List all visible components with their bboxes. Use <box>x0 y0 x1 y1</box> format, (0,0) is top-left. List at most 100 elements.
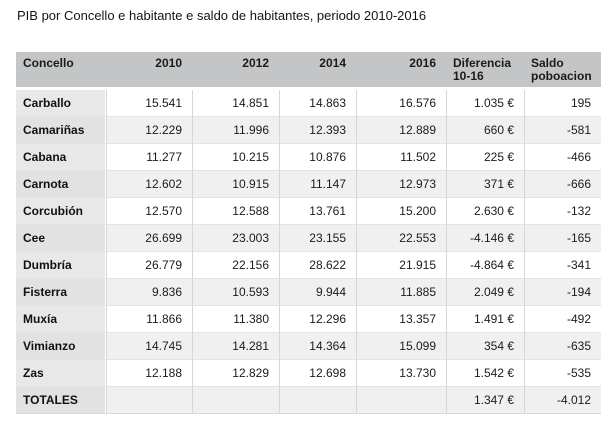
cell-2016: 22.553 <box>356 225 446 252</box>
table-row: Cee 26.699 23.003 23.155 22.553 -4.146 €… <box>16 225 601 252</box>
cell-2016: 12.889 <box>356 117 446 144</box>
column-header-2016: 2016 <box>356 52 446 90</box>
cell-2010: 12.570 <box>106 198 192 225</box>
cell-2012: 14.281 <box>192 333 279 360</box>
cell-saldo: -194 <box>524 279 601 306</box>
table-header: Concello 2010 2012 2014 2016 Diferencia … <box>16 52 601 90</box>
cell-concello: Corcubión <box>16 198 106 225</box>
cell-saldo: -466 <box>524 144 601 171</box>
column-header-diferencia: Diferencia 10-16 <box>446 52 524 90</box>
cell-2016 <box>356 387 446 414</box>
cell-2010: 26.699 <box>106 225 192 252</box>
cell-saldo: 195 <box>524 90 601 117</box>
cell-saldo: -535 <box>524 360 601 387</box>
cell-2012: 11.996 <box>192 117 279 144</box>
cell-2012 <box>192 387 279 414</box>
cell-concello: Dumbría <box>16 252 106 279</box>
cell-2014: 13.761 <box>279 198 356 225</box>
table-row: Corcubión 12.570 12.588 13.761 15.200 2.… <box>16 198 601 225</box>
cell-diferencia: 1.347 € <box>446 387 524 414</box>
cell-concello: Vimianzo <box>16 333 106 360</box>
cell-diferencia: 225 € <box>446 144 524 171</box>
column-header-2012: 2012 <box>192 52 279 90</box>
cell-2012: 23.003 <box>192 225 279 252</box>
table-body: Carballo 15.541 14.851 14.863 16.576 1.0… <box>16 90 601 414</box>
cell-2014: 11.147 <box>279 171 356 198</box>
cell-2016: 11.885 <box>356 279 446 306</box>
cell-2010: 12.229 <box>106 117 192 144</box>
cell-2012: 22.156 <box>192 252 279 279</box>
cell-2014: 10.876 <box>279 144 356 171</box>
table-row: Vimianzo 14.745 14.281 14.364 15.099 354… <box>16 333 601 360</box>
cell-saldo: -581 <box>524 117 601 144</box>
header-row: Concello 2010 2012 2014 2016 Diferencia … <box>16 52 601 90</box>
cell-2010: 15.541 <box>106 90 192 117</box>
cell-2014: 23.155 <box>279 225 356 252</box>
table-row: Carnota 12.602 10.915 11.147 12.973 371 … <box>16 171 601 198</box>
cell-2016: 15.099 <box>356 333 446 360</box>
cell-2012: 11.380 <box>192 306 279 333</box>
cell-diferencia: -4.146 € <box>446 225 524 252</box>
cell-2010: 12.602 <box>106 171 192 198</box>
table-row: Fisterra 9.836 10.593 9.944 11.885 2.049… <box>16 279 601 306</box>
cell-2014: 28.622 <box>279 252 356 279</box>
cell-diferencia: 1.491 € <box>446 306 524 333</box>
cell-saldo: -132 <box>524 198 601 225</box>
cell-diferencia: 2.630 € <box>446 198 524 225</box>
cell-saldo: -341 <box>524 252 601 279</box>
cell-2016: 21.915 <box>356 252 446 279</box>
cell-2014: 12.393 <box>279 117 356 144</box>
cell-2014: 14.364 <box>279 333 356 360</box>
cell-2010: 12.188 <box>106 360 192 387</box>
cell-2016: 12.973 <box>356 171 446 198</box>
cell-diferencia: 2.049 € <box>446 279 524 306</box>
page-title: PIB por Concello e habitante e saldo de … <box>17 8 427 23</box>
cell-2016: 13.730 <box>356 360 446 387</box>
table-row: Cabana 11.277 10.215 10.876 11.502 225 €… <box>16 144 601 171</box>
pib-table: Concello 2010 2012 2014 2016 Diferencia … <box>16 52 601 414</box>
cell-concello: Carballo <box>16 90 106 117</box>
cell-saldo: -666 <box>524 171 601 198</box>
cell-2014: 12.698 <box>279 360 356 387</box>
cell-concello: Fisterra <box>16 279 106 306</box>
cell-2012: 12.588 <box>192 198 279 225</box>
cell-2012: 14.851 <box>192 90 279 117</box>
cell-2012: 10.215 <box>192 144 279 171</box>
cell-saldo: -165 <box>524 225 601 252</box>
column-header-concello: Concello <box>16 52 106 90</box>
cell-concello: Cee <box>16 225 106 252</box>
cell-2016: 13.357 <box>356 306 446 333</box>
cell-concello: Carnota <box>16 171 106 198</box>
cell-diferencia: 660 € <box>446 117 524 144</box>
cell-2010: 9.836 <box>106 279 192 306</box>
cell-2012: 12.829 <box>192 360 279 387</box>
cell-2010: 11.277 <box>106 144 192 171</box>
cell-diferencia: 1.035 € <box>446 90 524 117</box>
table-row: Zas 12.188 12.829 12.698 13.730 1.542 € … <box>16 360 601 387</box>
cell-2016: 11.502 <box>356 144 446 171</box>
cell-concello: Muxía <box>16 306 106 333</box>
cell-2012: 10.593 <box>192 279 279 306</box>
column-header-2014: 2014 <box>279 52 356 90</box>
cell-2014: 12.296 <box>279 306 356 333</box>
table-row: Camariñas 12.229 11.996 12.393 12.889 66… <box>16 117 601 144</box>
cell-diferencia: 1.542 € <box>446 360 524 387</box>
cell-concello: Camariñas <box>16 117 106 144</box>
cell-2014 <box>279 387 356 414</box>
table-row: Muxía 11.866 11.380 12.296 13.357 1.491 … <box>16 306 601 333</box>
cell-2012: 10.915 <box>192 171 279 198</box>
cell-2016: 16.576 <box>356 90 446 117</box>
cell-2014: 14.863 <box>279 90 356 117</box>
table-row: Dumbría 26.779 22.156 28.622 21.915 -4.8… <box>16 252 601 279</box>
table-row: Carballo 15.541 14.851 14.863 16.576 1.0… <box>16 90 601 117</box>
cell-2010: 14.745 <box>106 333 192 360</box>
cell-2016: 15.200 <box>356 198 446 225</box>
cell-saldo: -492 <box>524 306 601 333</box>
cell-saldo: -635 <box>524 333 601 360</box>
table-row: TOTALES 1.347 € -4.012 <box>16 387 601 414</box>
cell-2010 <box>106 387 192 414</box>
cell-2014: 9.944 <box>279 279 356 306</box>
cell-diferencia: -4.864 € <box>446 252 524 279</box>
cell-diferencia: 371 € <box>446 171 524 198</box>
